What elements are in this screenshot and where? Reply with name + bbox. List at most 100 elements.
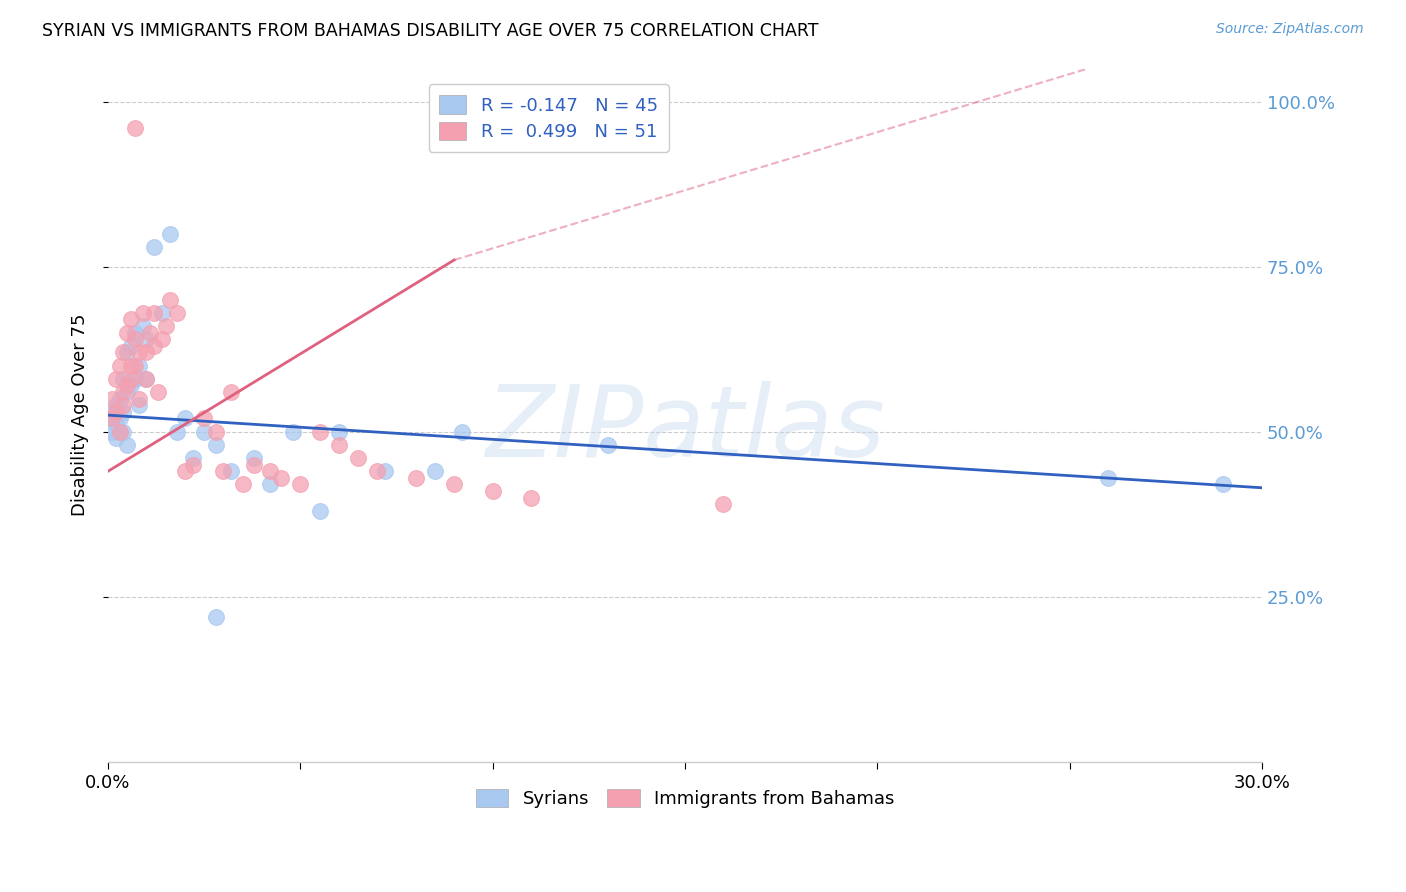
Point bbox=[124, 326, 146, 340]
Point bbox=[131, 306, 153, 320]
Point bbox=[104, 431, 127, 445]
Point bbox=[259, 477, 281, 491]
Point bbox=[270, 471, 292, 485]
Point bbox=[308, 504, 330, 518]
Point bbox=[328, 438, 350, 452]
Point bbox=[181, 458, 204, 472]
Point bbox=[443, 477, 465, 491]
Point bbox=[104, 372, 127, 386]
Point bbox=[108, 411, 131, 425]
Point bbox=[193, 411, 215, 425]
Point bbox=[112, 425, 135, 439]
Point bbox=[150, 306, 173, 320]
Text: Source: ZipAtlas.com: Source: ZipAtlas.com bbox=[1216, 22, 1364, 37]
Point bbox=[115, 378, 138, 392]
Point bbox=[101, 405, 124, 419]
Point bbox=[120, 339, 142, 353]
Text: ZIPatlas: ZIPatlas bbox=[485, 381, 884, 477]
Point bbox=[128, 398, 150, 412]
Point bbox=[159, 293, 181, 307]
Point bbox=[212, 464, 235, 478]
Point bbox=[174, 411, 197, 425]
Point bbox=[115, 345, 138, 359]
Point bbox=[204, 425, 226, 439]
Point bbox=[405, 471, 427, 485]
Point bbox=[193, 425, 215, 439]
Point bbox=[115, 385, 138, 400]
Point bbox=[112, 398, 135, 412]
Legend: Syrians, Immigrants from Bahamas: Syrians, Immigrants from Bahamas bbox=[468, 781, 901, 815]
Point bbox=[204, 609, 226, 624]
Point bbox=[108, 392, 131, 406]
Point bbox=[120, 312, 142, 326]
Point bbox=[120, 359, 142, 373]
Text: SYRIAN VS IMMIGRANTS FROM BAHAMAS DISABILITY AGE OVER 75 CORRELATION CHART: SYRIAN VS IMMIGRANTS FROM BAHAMAS DISABI… bbox=[42, 22, 818, 40]
Point bbox=[328, 425, 350, 439]
Point bbox=[135, 372, 157, 386]
Point bbox=[520, 491, 543, 505]
Point bbox=[159, 227, 181, 241]
Point bbox=[155, 318, 177, 333]
Point bbox=[135, 332, 157, 346]
Point bbox=[243, 451, 266, 466]
Point bbox=[308, 425, 330, 439]
Point bbox=[124, 359, 146, 373]
Point bbox=[374, 464, 396, 478]
Point bbox=[108, 425, 131, 439]
Point bbox=[366, 464, 388, 478]
Point bbox=[104, 405, 127, 419]
Point bbox=[713, 497, 735, 511]
Point bbox=[1212, 477, 1234, 491]
Point bbox=[104, 398, 127, 412]
Point bbox=[112, 385, 135, 400]
Point bbox=[120, 378, 142, 392]
Point bbox=[124, 332, 146, 346]
Point bbox=[166, 306, 188, 320]
Point bbox=[101, 411, 124, 425]
Point bbox=[146, 385, 169, 400]
Point bbox=[112, 405, 135, 419]
Point bbox=[131, 318, 153, 333]
Point bbox=[128, 392, 150, 406]
Point bbox=[596, 438, 619, 452]
Point bbox=[104, 418, 127, 433]
Point bbox=[139, 326, 162, 340]
Point bbox=[150, 332, 173, 346]
Point bbox=[1097, 471, 1119, 485]
Point bbox=[115, 438, 138, 452]
Point bbox=[174, 464, 197, 478]
Point bbox=[128, 345, 150, 359]
Point bbox=[181, 451, 204, 466]
Point bbox=[259, 464, 281, 478]
Point bbox=[124, 120, 146, 135]
Point bbox=[143, 306, 166, 320]
Point bbox=[143, 339, 166, 353]
Point bbox=[101, 425, 124, 439]
Y-axis label: Disability Age Over 75: Disability Age Over 75 bbox=[72, 314, 89, 516]
Point bbox=[128, 359, 150, 373]
Point bbox=[243, 458, 266, 472]
Point bbox=[101, 392, 124, 406]
Point bbox=[108, 359, 131, 373]
Point bbox=[450, 425, 472, 439]
Point bbox=[120, 372, 142, 386]
Point bbox=[219, 464, 242, 478]
Point bbox=[135, 345, 157, 359]
Point bbox=[481, 484, 503, 499]
Point bbox=[281, 425, 304, 439]
Point bbox=[166, 425, 188, 439]
Point bbox=[101, 411, 124, 425]
Point bbox=[232, 477, 254, 491]
Point bbox=[1367, 504, 1389, 518]
Point bbox=[204, 438, 226, 452]
Point bbox=[135, 372, 157, 386]
Point bbox=[124, 372, 146, 386]
Point bbox=[112, 345, 135, 359]
Point bbox=[143, 240, 166, 254]
Point bbox=[423, 464, 446, 478]
Point bbox=[347, 451, 370, 466]
Point bbox=[290, 477, 312, 491]
Point bbox=[219, 385, 242, 400]
Point bbox=[108, 425, 131, 439]
Point bbox=[115, 326, 138, 340]
